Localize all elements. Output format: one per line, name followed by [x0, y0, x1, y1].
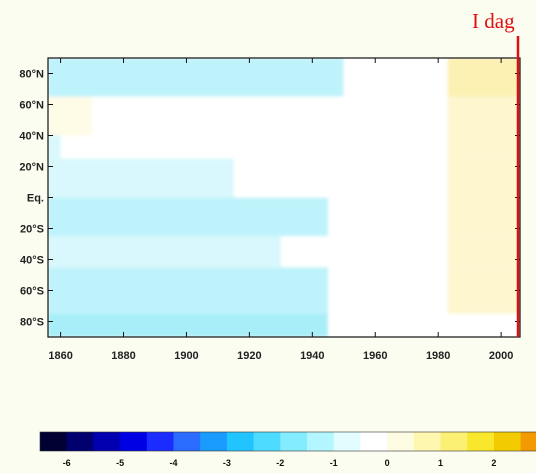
colorbar-cell — [413, 432, 441, 451]
heatmap-cell-7-1 — [328, 313, 520, 337]
x-tick-label: 1880 — [111, 350, 135, 362]
y-tick-label: 40°S — [20, 255, 44, 267]
heatmap-cell-6-2 — [447, 267, 520, 314]
colorbar-cell — [280, 432, 308, 451]
y-tick-label: 80°N — [19, 69, 44, 81]
colorbar-cell — [307, 432, 335, 451]
heatmap-cell-3-2 — [343, 158, 448, 198]
colorbar-cell — [333, 432, 361, 451]
heatmap-cell-4-0 — [48, 197, 329, 237]
y-tick-label: 60°N — [19, 100, 44, 112]
colorbar-cell — [226, 432, 254, 451]
colorbar-cell — [493, 432, 521, 451]
colorbar-label: 0 — [385, 458, 390, 468]
heatmap-cell-0-0 — [48, 58, 344, 97]
colorbar: -6-5-4-3-2-10123 — [39, 431, 536, 468]
heatmap-cell-7-0 — [48, 313, 329, 337]
heatmap-cell-1-0 — [48, 96, 93, 136]
colorbar-cell — [520, 432, 536, 451]
colorbar-cell — [440, 432, 468, 451]
x-tick-label: 1920 — [237, 350, 261, 362]
heatmap-cell-0-2 — [447, 58, 520, 97]
colorbar-cell — [467, 432, 495, 451]
x-tick-label: 1900 — [174, 350, 198, 362]
colorbar-frame — [39, 431, 536, 452]
colorbar-cell — [40, 432, 68, 451]
colorbar-cell — [253, 432, 281, 451]
colorbar-cell — [93, 432, 121, 451]
y-axis: 80°N 60°N 40°N 20°N Eq. 20°S 40°S 60°S 80°S — [19, 69, 520, 329]
colorbar-cell — [387, 432, 415, 451]
heatmap-cell-5-1 — [280, 236, 448, 268]
x-tick-label: 1960 — [363, 350, 387, 362]
heatmap-cell-3-1 — [233, 158, 344, 198]
y-tick-label: Eq. — [27, 193, 44, 205]
y-tick-label: 20°N — [19, 162, 44, 174]
heatmap-cell-1-2 — [447, 96, 520, 136]
colorbar-label: -6 — [63, 458, 71, 468]
colorbar-cell — [146, 432, 174, 451]
heatmap-cell-5-0 — [48, 236, 281, 268]
y-tick-label: 40°N — [19, 131, 44, 143]
today-marker-label: I dag — [472, 9, 515, 33]
colorbar-label: -2 — [276, 458, 284, 468]
heatmap-cell-3-0 — [48, 158, 234, 198]
colorbar-label: -3 — [223, 458, 231, 468]
colorbar-label: -4 — [169, 458, 177, 468]
x-axis: 1860 1880 1900 1920 1940 1960 1980 2000 — [48, 58, 513, 362]
heatmap-cell-3-3 — [447, 158, 520, 198]
heatmap-cell-0-1 — [343, 58, 448, 97]
heatmap-cell-2-1 — [60, 135, 448, 159]
heatmap-cell-5-2 — [447, 236, 520, 268]
y-tick-label: 60°S — [20, 286, 44, 298]
colorbar-label: 1 — [438, 458, 443, 468]
heatmap-cell-1-1 — [92, 96, 448, 136]
heatmap-cell-2-0 — [48, 135, 61, 159]
y-tick-label: 20°S — [20, 224, 44, 236]
colorbar-cell — [200, 432, 228, 451]
colorbar-cell — [360, 432, 388, 451]
heatmap-cell-4-1 — [328, 197, 448, 237]
heatmap-cell-2-2 — [447, 135, 520, 159]
colorbar-cell — [120, 432, 148, 451]
colorbar-label: -5 — [116, 458, 124, 468]
colorbar-label: 2 — [491, 458, 496, 468]
heatmap-cell-6-0 — [48, 267, 329, 314]
heatmap-cells — [48, 58, 520, 337]
x-tick-label: 1980 — [426, 350, 450, 362]
x-tick-label: 1940 — [300, 350, 324, 362]
heatmap-cell-6-1 — [328, 267, 448, 314]
colorbar-cell — [173, 432, 201, 451]
colorbar-cell — [66, 432, 94, 451]
x-tick-label: 1860 — [48, 350, 72, 362]
colorbar-label: -1 — [330, 458, 338, 468]
x-tick-label: 2000 — [489, 350, 513, 362]
y-tick-label: 80°S — [20, 317, 44, 329]
heatmap-cell-4-2 — [447, 197, 520, 237]
